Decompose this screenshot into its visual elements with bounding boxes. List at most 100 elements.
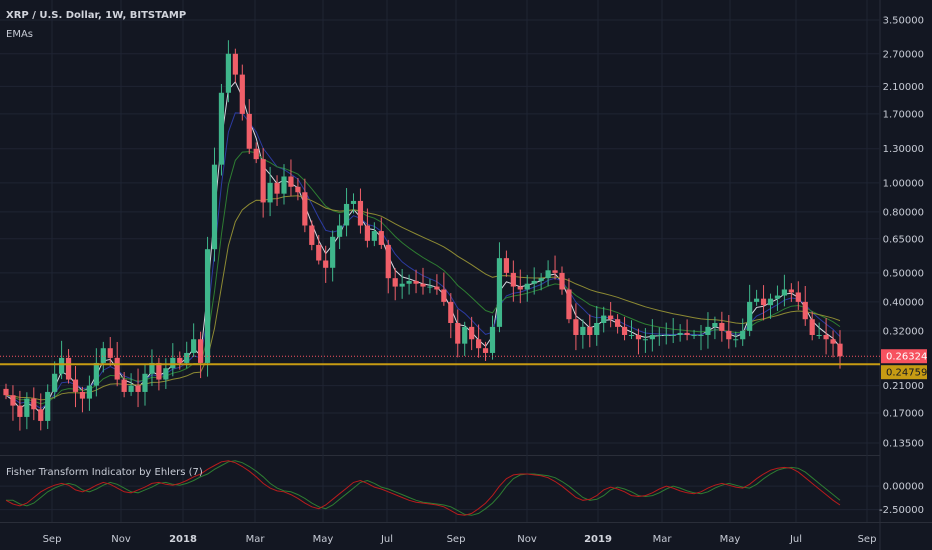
candle[interactable] — [531, 267, 537, 295]
candle[interactable] — [427, 279, 433, 294]
candle[interactable] — [225, 40, 231, 103]
candle[interactable] — [628, 320, 635, 339]
candle[interactable] — [830, 330, 836, 358]
candle[interactable] — [45, 384, 51, 429]
candle[interactable] — [510, 260, 516, 302]
candle[interactable] — [684, 319, 690, 341]
candle[interactable] — [149, 349, 155, 387]
candle[interactable] — [621, 316, 628, 341]
candle[interactable] — [788, 283, 794, 302]
candle[interactable] — [357, 188, 364, 234]
candle[interactable] — [3, 383, 9, 400]
candle[interactable] — [281, 164, 287, 205]
candle[interactable] — [559, 266, 565, 295]
candle[interactable] — [100, 341, 106, 373]
candle[interactable] — [691, 329, 697, 339]
candle[interactable] — [705, 312, 711, 349]
candle[interactable] — [587, 314, 593, 348]
candle[interactable] — [698, 324, 704, 351]
candle[interactable] — [86, 375, 92, 411]
candle[interactable] — [232, 48, 238, 83]
candle[interactable] — [663, 322, 669, 345]
candle[interactable] — [545, 260, 551, 287]
candle[interactable] — [615, 314, 621, 334]
candle[interactable] — [323, 245, 329, 283]
candle[interactable] — [170, 343, 176, 377]
candle[interactable] — [823, 317, 829, 355]
candle[interactable] — [594, 305, 600, 346]
candle[interactable] — [204, 236, 211, 377]
candle[interactable] — [413, 269, 419, 294]
candle[interactable] — [364, 208, 370, 248]
candle[interactable] — [837, 330, 843, 369]
candle[interactable] — [330, 230, 336, 282]
candle[interactable] — [337, 214, 343, 250]
candle[interactable] — [802, 285, 808, 326]
candle[interactable] — [406, 274, 412, 295]
candle[interactable] — [392, 268, 398, 301]
candle[interactable] — [455, 309, 461, 358]
candle[interactable] — [649, 319, 655, 352]
candle[interactable] — [274, 175, 280, 206]
candle[interactable] — [816, 322, 822, 339]
candle[interactable] — [441, 272, 447, 306]
candle[interactable] — [302, 178, 308, 233]
candle[interactable] — [719, 311, 725, 342]
horizontal-lines[interactable]: 0.26324 0.24759 — [0, 349, 927, 380]
candle[interactable] — [31, 387, 37, 421]
candle[interactable] — [601, 306, 607, 333]
candle[interactable] — [128, 373, 134, 396]
candle[interactable] — [239, 64, 245, 121]
candle[interactable] — [253, 142, 259, 164]
candle[interactable] — [142, 364, 148, 406]
candle[interactable] — [552, 255, 558, 280]
candle[interactable] — [191, 323, 197, 357]
candle[interactable] — [385, 239, 391, 294]
candle[interactable] — [135, 368, 141, 408]
candle[interactable] — [524, 274, 530, 302]
candle[interactable] — [448, 293, 454, 339]
candle[interactable] — [580, 319, 586, 349]
candle[interactable] — [378, 217, 384, 249]
candle[interactable] — [295, 177, 301, 201]
candle[interactable] — [316, 234, 322, 265]
candle[interactable] — [107, 337, 113, 366]
candle[interactable] — [218, 83, 225, 176]
candle[interactable] — [712, 316, 718, 340]
candle[interactable] — [656, 327, 662, 346]
candle[interactable] — [59, 340, 65, 380]
candle[interactable] — [642, 328, 648, 353]
candle[interactable] — [121, 371, 127, 398]
candle[interactable] — [198, 331, 204, 379]
candle[interactable] — [503, 250, 509, 277]
candle[interactable] — [517, 269, 523, 304]
candle[interactable] — [371, 222, 377, 247]
candle[interactable] — [670, 317, 676, 344]
candle[interactable] — [760, 285, 767, 321]
candle[interactable] — [573, 303, 579, 351]
candle[interactable] — [350, 193, 357, 214]
candle[interactable] — [809, 311, 815, 341]
candle[interactable] — [462, 321, 468, 356]
candle[interactable] — [52, 361, 58, 399]
candle[interactable] — [795, 281, 801, 310]
candle[interactable] — [72, 365, 79, 408]
candle[interactable] — [65, 349, 72, 384]
candle[interactable] — [10, 385, 16, 421]
candle[interactable] — [211, 147, 218, 262]
candle[interactable] — [566, 278, 572, 324]
candle[interactable] — [24, 392, 30, 430]
candle[interactable] — [420, 267, 426, 295]
candle[interactable] — [469, 316, 475, 351]
candle[interactable] — [17, 390, 23, 431]
candle[interactable] — [343, 188, 350, 237]
candle[interactable] — [399, 268, 405, 299]
candle[interactable] — [781, 274, 787, 307]
candle-series[interactable] — [3, 40, 843, 431]
candle[interactable] — [482, 341, 489, 361]
candle[interactable] — [747, 284, 753, 337]
candle[interactable] — [754, 289, 760, 306]
candle[interactable] — [635, 328, 642, 355]
candle[interactable] — [767, 293, 774, 319]
